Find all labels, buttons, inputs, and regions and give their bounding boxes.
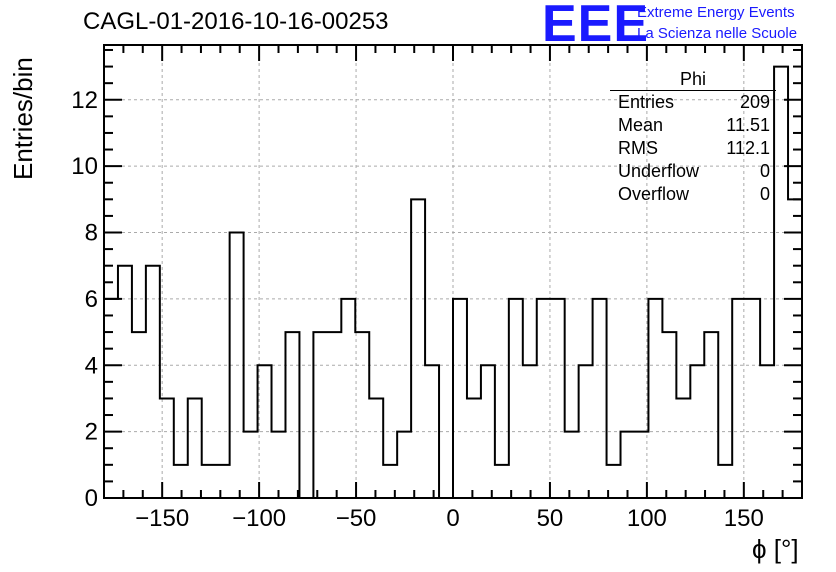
histogram-bin — [523, 365, 537, 498]
logo-line-2: La Scienza nelle Scuole — [637, 25, 798, 42]
stats-row-entries: Entries 209 — [610, 91, 776, 114]
histogram-bin — [551, 299, 565, 498]
stats-value: 11.51 — [726, 115, 770, 135]
histogram-bin — [313, 332, 327, 498]
histogram-bin — [216, 465, 230, 498]
x-tick-label: −50 — [336, 505, 377, 532]
histogram-bin — [509, 299, 523, 498]
stats-title: Phi — [610, 68, 776, 91]
histogram-bin — [453, 299, 467, 498]
histogram-bin — [495, 465, 509, 498]
histogram-bin — [188, 398, 202, 498]
stats-label: Overflow — [618, 184, 690, 204]
histogram-bin — [537, 299, 551, 498]
x-axis-label: ϕ [°] — [752, 534, 799, 564]
stats-row-overflow: Overflow 0 — [610, 183, 776, 206]
stats-value: 0 — [759, 184, 770, 204]
histogram-bin — [565, 432, 579, 498]
histogram-bin — [285, 332, 299, 498]
histogram-bin — [369, 398, 383, 498]
x-tick-label: 100 — [627, 505, 667, 532]
histogram-bin — [272, 432, 286, 498]
stats-value: 112.1 — [726, 138, 770, 158]
y-tick-label: 8 — [85, 220, 98, 247]
stats-value: 0 — [759, 161, 770, 181]
histogram-bin — [704, 332, 718, 498]
histogram-bin — [327, 332, 341, 498]
stats-row-mean: Mean 11.51 — [610, 114, 776, 137]
y-axis-label: Entries/bin — [8, 57, 38, 180]
histogram-bin — [118, 266, 132, 498]
chart-title: CAGL-01-2016-10-16-00253 — [83, 8, 389, 35]
histogram-bin — [355, 332, 369, 498]
histogram-bin — [774, 67, 788, 498]
stats-label: Underflow — [618, 161, 700, 181]
histogram-bin — [746, 299, 760, 498]
histogram-bin — [732, 299, 746, 498]
stats-label: Mean — [618, 115, 664, 135]
histogram-bin — [690, 365, 704, 498]
histogram-bin — [397, 432, 411, 498]
histogram-bin — [662, 332, 676, 498]
histogram-bin — [760, 365, 774, 498]
logo-line-1: Extreme Energy Events — [637, 4, 795, 21]
stats-label: Entries — [618, 92, 675, 112]
histogram-bin — [146, 266, 160, 498]
x-tick-label: 50 — [537, 505, 564, 532]
stats-label: RMS — [618, 138, 658, 158]
histogram-bin — [258, 365, 272, 498]
histogram-bin — [202, 465, 216, 498]
histogram-bin — [481, 365, 495, 498]
histogram-bin — [230, 233, 244, 498]
axes — [103, 44, 803, 499]
tick-labels: −150 −100 −50 0 50 100 150 0 2 4 6 8 10 12 — [71, 87, 764, 532]
y-tick-label: 4 — [85, 352, 98, 379]
stats-value: 209 — [739, 92, 770, 112]
histogram-bin — [593, 299, 607, 498]
y-tick-label: 10 — [71, 153, 98, 180]
histogram-bin — [676, 398, 690, 498]
histogram-bin — [467, 398, 481, 498]
y-tick-label: 0 — [85, 485, 98, 512]
y-tick-label: 12 — [71, 87, 98, 114]
y-tick-label: 6 — [85, 286, 98, 313]
x-tick-label: −100 — [232, 505, 286, 532]
stats-box: Phi Entries 209 Mean 11.51 RMS 112.1 Und… — [610, 68, 776, 206]
histogram-bin — [425, 365, 439, 498]
histogram-bin — [411, 199, 425, 498]
y-tick-label: 2 — [85, 419, 98, 446]
x-tick-label: −150 — [135, 505, 189, 532]
stats-row-rms: RMS 112.1 — [610, 137, 776, 160]
x-tick-label: 0 — [446, 505, 459, 532]
histogram-bin — [341, 299, 355, 498]
stats-row-underflow: Underflow 0 — [610, 160, 776, 183]
histogram-bin — [579, 365, 593, 498]
x-tick-label: 150 — [724, 505, 764, 532]
histogram-bin — [244, 432, 258, 498]
eee-logo: EEE — [542, 0, 650, 53]
histogram-bin — [621, 432, 635, 498]
histogram-bin — [648, 299, 662, 498]
histogram-bin — [132, 332, 146, 498]
